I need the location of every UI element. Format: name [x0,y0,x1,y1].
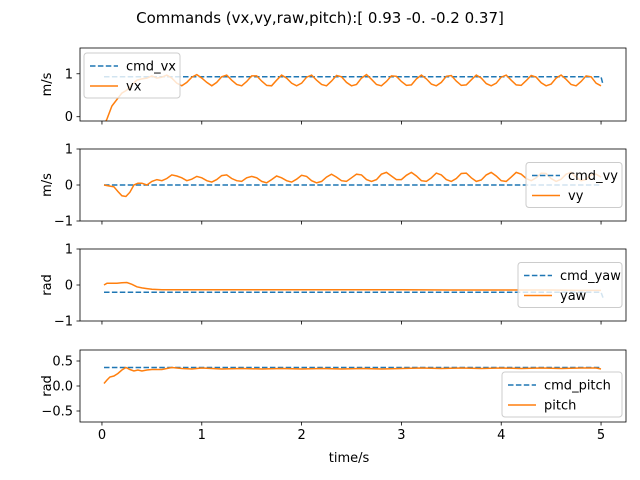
series-line-pitch [103,366,602,384]
x-axis-label: time/s [329,451,370,466]
y-tick-label: −1 [54,215,73,230]
y-axis-label: m/s [40,173,55,197]
y-axis-label: m/s [40,72,55,96]
legend-label: vy [568,189,584,204]
legend-label: yaw [560,289,587,304]
x-tick-label: 2 [297,428,305,443]
legend-label: cmd_pitch [544,379,611,394]
series-line-vy [103,171,602,198]
y-tick-label: 0.0 [52,380,73,395]
y-tick-label: 1 [65,243,73,258]
y-axis-label: rad [40,274,55,296]
y-axis-label: rad [40,375,55,397]
y-tick-label: −0.5 [41,405,73,420]
y-tick-label: 0.5 [52,355,73,370]
series-line-cmd_vx [104,76,604,85]
x-tick-label: 5 [597,428,605,443]
y-tick-label: 0 [65,279,73,294]
series-line-vx [105,73,602,121]
legend-label: cmd_vx [126,60,176,75]
legend-label: cmd_vy [568,169,618,184]
y-tick-label: 0 [65,110,73,125]
y-tick-label: 0 [65,179,73,194]
legend-label: vx [126,80,142,95]
y-tick-label: 1 [65,67,73,82]
x-tick-label: 1 [198,428,206,443]
series-line-yaw [103,281,601,292]
legend-label: pitch [544,399,576,414]
y-tick-label: −1 [54,315,73,330]
x-tick-label: 4 [497,428,505,443]
y-tick-label: 1 [65,143,73,158]
x-tick-label: 0 [98,428,106,443]
chart-title: Commands (vx,vy,raw,pitch):[ 0.93 -0. -0… [136,9,504,27]
axes-frame [79,47,627,122]
x-tick-label: 3 [397,428,405,443]
legend-label: cmd_yaw [560,269,621,284]
